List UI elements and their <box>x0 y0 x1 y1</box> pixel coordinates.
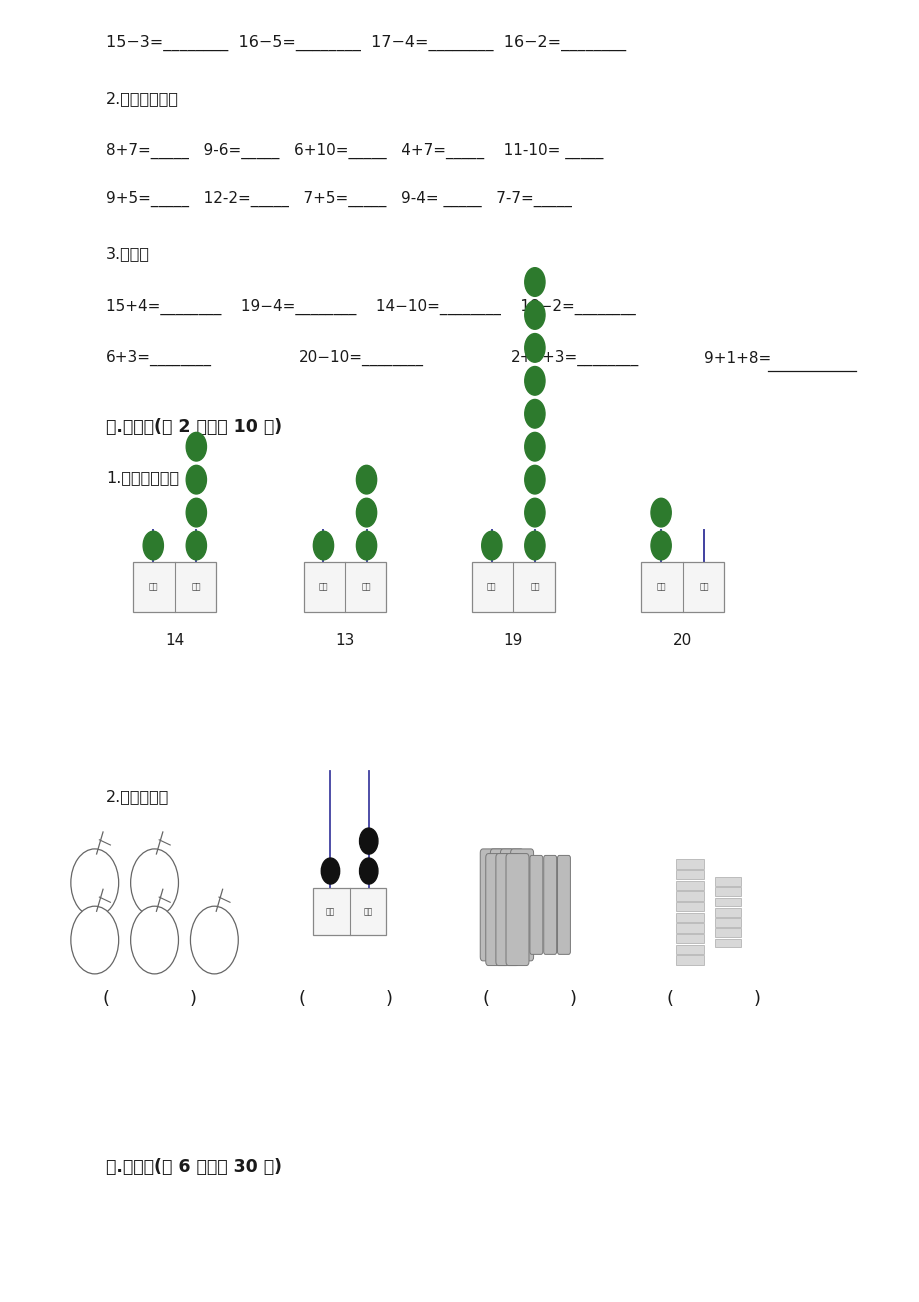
FancyBboxPatch shape <box>480 849 503 961</box>
FancyBboxPatch shape <box>675 859 703 868</box>
FancyBboxPatch shape <box>641 562 723 612</box>
Circle shape <box>524 432 544 461</box>
Circle shape <box>524 301 544 329</box>
Circle shape <box>186 432 206 461</box>
FancyBboxPatch shape <box>675 956 703 965</box>
Circle shape <box>313 531 334 560</box>
Circle shape <box>356 499 376 527</box>
FancyBboxPatch shape <box>675 934 703 944</box>
FancyBboxPatch shape <box>675 880 703 891</box>
Circle shape <box>482 531 502 560</box>
Text: 十位: 十位 <box>655 583 665 591</box>
Text: 个位: 个位 <box>361 583 371 591</box>
Text: (: ( <box>482 990 489 1008</box>
Circle shape <box>651 499 671 527</box>
Text: (: ( <box>102 990 109 1008</box>
FancyBboxPatch shape <box>495 854 518 966</box>
Circle shape <box>130 849 178 917</box>
Text: ): ) <box>569 990 576 1008</box>
FancyBboxPatch shape <box>303 562 386 612</box>
FancyBboxPatch shape <box>714 878 740 885</box>
FancyBboxPatch shape <box>529 855 542 954</box>
Text: ): ) <box>753 990 760 1008</box>
Text: 9+5=_____   12-2=_____   7+5=_____   9-4= _____   7-7=_____: 9+5=_____ 12-2=_____ 7+5=_____ 9-4= ____… <box>106 191 571 207</box>
Text: 14: 14 <box>165 633 184 648</box>
Circle shape <box>71 906 119 974</box>
Circle shape <box>71 849 119 917</box>
Text: 6+3=________: 6+3=________ <box>106 350 211 366</box>
Text: (: ( <box>665 990 673 1008</box>
FancyBboxPatch shape <box>714 888 740 896</box>
Circle shape <box>524 465 544 493</box>
FancyBboxPatch shape <box>714 928 740 937</box>
Text: 19: 19 <box>503 633 523 648</box>
Text: 13: 13 <box>335 633 355 648</box>
Text: 20: 20 <box>673 633 691 648</box>
Text: 个位: 个位 <box>364 907 373 915</box>
Text: 8+7=_____   9-6=_____   6+10=_____   4+7=_____    11-10= _____: 8+7=_____ 9-6=_____ 6+10=_____ 4+7=_____… <box>106 143 603 159</box>
Circle shape <box>524 499 544 527</box>
Circle shape <box>186 465 206 493</box>
FancyBboxPatch shape <box>714 918 740 927</box>
Circle shape <box>356 465 376 493</box>
Text: 十位: 十位 <box>486 583 496 591</box>
Text: 十位: 十位 <box>325 907 335 915</box>
Text: 2.直接写得数：: 2.直接写得数： <box>106 91 178 107</box>
Text: 1.看数画珠子。: 1.看数画珠子。 <box>106 470 178 486</box>
Text: 个位: 个位 <box>529 583 539 591</box>
FancyBboxPatch shape <box>675 902 703 911</box>
Circle shape <box>143 531 164 560</box>
FancyBboxPatch shape <box>500 849 523 961</box>
Circle shape <box>359 858 378 884</box>
FancyBboxPatch shape <box>471 562 554 612</box>
Text: 五.作图题(共 2 题，共 10 分): 五.作图题(共 2 题，共 10 分) <box>106 418 281 436</box>
FancyBboxPatch shape <box>312 888 386 935</box>
FancyBboxPatch shape <box>675 923 703 932</box>
Circle shape <box>356 531 376 560</box>
FancyBboxPatch shape <box>510 849 533 961</box>
Text: 15−3=________  16−5=________  17−4=________  16−2=________: 15−3=________ 16−5=________ 17−4=_______… <box>106 35 625 51</box>
Circle shape <box>321 858 339 884</box>
Circle shape <box>524 268 544 297</box>
Text: (: ( <box>298 990 305 1008</box>
Circle shape <box>524 400 544 428</box>
FancyBboxPatch shape <box>557 855 570 954</box>
FancyBboxPatch shape <box>714 907 740 917</box>
Text: 十位: 十位 <box>148 583 158 591</box>
FancyBboxPatch shape <box>490 849 513 961</box>
FancyBboxPatch shape <box>675 870 703 879</box>
FancyBboxPatch shape <box>505 854 528 966</box>
FancyBboxPatch shape <box>714 897 740 906</box>
Circle shape <box>130 906 178 974</box>
Text: 十位: 十位 <box>318 583 328 591</box>
FancyBboxPatch shape <box>675 945 703 954</box>
Circle shape <box>190 906 238 974</box>
Text: 2+8+3=________: 2+8+3=________ <box>510 350 638 366</box>
Text: ): ) <box>385 990 392 1008</box>
Circle shape <box>651 531 671 560</box>
FancyBboxPatch shape <box>714 939 740 948</box>
Text: 2.看图写数。: 2.看图写数。 <box>106 789 169 805</box>
FancyBboxPatch shape <box>543 855 556 954</box>
Text: 个位: 个位 <box>698 583 709 591</box>
Text: 六.解答题(共 6 题，共 30 分): 六.解答题(共 6 题，共 30 分) <box>106 1157 281 1176</box>
Circle shape <box>524 367 544 396</box>
FancyBboxPatch shape <box>485 854 508 966</box>
Text: 3.计算。: 3.计算。 <box>106 246 150 262</box>
FancyBboxPatch shape <box>133 562 216 612</box>
Text: ): ) <box>189 990 197 1008</box>
FancyBboxPatch shape <box>675 913 703 922</box>
Circle shape <box>186 531 206 560</box>
Text: 9+1+8=: 9+1+8= <box>703 350 770 366</box>
Circle shape <box>359 828 378 854</box>
FancyBboxPatch shape <box>675 892 703 901</box>
Circle shape <box>186 499 206 527</box>
Circle shape <box>524 531 544 560</box>
Text: 15+4=________    19−4=________    14−10=________    18−2=________: 15+4=________ 19−4=________ 14−10=______… <box>106 299 635 315</box>
Circle shape <box>524 333 544 362</box>
Text: 20−10=________: 20−10=________ <box>299 350 424 366</box>
Text: 个位: 个位 <box>191 583 201 591</box>
